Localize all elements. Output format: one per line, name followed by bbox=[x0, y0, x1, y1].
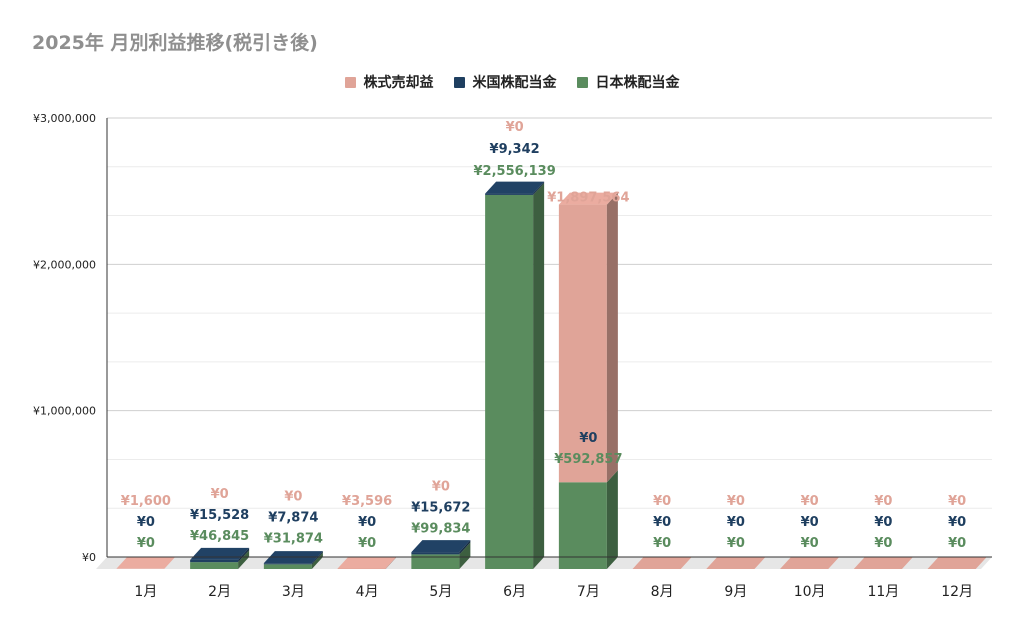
bar-side bbox=[311, 551, 323, 565]
data-label: ¥0 bbox=[358, 515, 376, 530]
data-label: ¥0 bbox=[727, 536, 745, 551]
bar-side bbox=[238, 547, 250, 563]
data-label: ¥0 bbox=[506, 120, 524, 135]
x-category-label: 9月 bbox=[724, 584, 747, 600]
bar-top-empty bbox=[632, 557, 692, 569]
bar-top bbox=[411, 540, 471, 553]
bar-segment bbox=[485, 193, 534, 195]
bar-segment bbox=[190, 562, 239, 569]
legend-item: 株式売却益 bbox=[344, 72, 434, 92]
data-label: ¥0 bbox=[801, 515, 819, 530]
legend-label: 日本株配当金 bbox=[595, 75, 680, 91]
data-label: ¥0 bbox=[284, 489, 302, 504]
bar-side bbox=[238, 550, 250, 569]
legend-swatch bbox=[576, 76, 588, 88]
bar-top bbox=[337, 556, 397, 569]
bar-side bbox=[459, 542, 471, 569]
bar-top-empty bbox=[780, 557, 840, 569]
x-category-label: 7月 bbox=[577, 584, 600, 600]
y-tick-label: ¥0 bbox=[82, 551, 96, 564]
x-category-label: 11月 bbox=[867, 584, 899, 600]
x-category-label: 1月 bbox=[134, 584, 157, 600]
data-label: ¥0 bbox=[874, 536, 892, 551]
legend-swatch bbox=[344, 76, 356, 88]
chart-legend: 株式売却益 米国株配当金 日本株配当金 bbox=[0, 72, 1024, 92]
data-label: ¥9,342 bbox=[490, 142, 540, 157]
legend-label: 米国株配当金 bbox=[472, 75, 557, 91]
data-label: ¥0 bbox=[801, 494, 819, 509]
data-label: ¥0 bbox=[579, 431, 597, 446]
data-label: ¥0 bbox=[211, 487, 229, 502]
bar-side bbox=[533, 181, 545, 195]
bar-segment bbox=[263, 563, 312, 565]
y-tick-label: ¥2,000,000 bbox=[33, 258, 96, 271]
bar-side bbox=[385, 556, 397, 569]
bar-segment bbox=[411, 554, 460, 569]
data-label: ¥0 bbox=[653, 515, 671, 530]
bar-segment bbox=[337, 568, 386, 569]
legend-item: 日本株配当金 bbox=[576, 72, 680, 92]
x-category-label: 5月 bbox=[429, 584, 452, 600]
data-label: ¥0 bbox=[727, 515, 745, 530]
legend-swatch bbox=[453, 76, 465, 88]
bar-top-empty bbox=[853, 557, 913, 569]
data-label: ¥3,596 bbox=[342, 494, 392, 509]
data-label: ¥0 bbox=[727, 494, 745, 509]
bar-top-empty bbox=[927, 557, 987, 569]
data-label: ¥99,834 bbox=[411, 521, 470, 536]
data-label: ¥0 bbox=[137, 536, 155, 551]
x-category-label: 8月 bbox=[651, 584, 674, 600]
data-label: ¥31,874 bbox=[264, 531, 323, 546]
bar-top bbox=[485, 181, 545, 194]
x-category-label: 2月 bbox=[208, 584, 231, 600]
data-label: ¥7,874 bbox=[268, 510, 318, 525]
bar-segment bbox=[558, 204, 607, 483]
bar-top bbox=[558, 192, 618, 205]
bar-side bbox=[606, 470, 618, 569]
data-label: ¥0 bbox=[653, 494, 671, 509]
bar-segment bbox=[190, 559, 239, 563]
bar-side bbox=[459, 540, 471, 555]
data-label: ¥2,556,139 bbox=[474, 164, 556, 179]
y-tick-label: ¥1,000,000 bbox=[33, 405, 96, 418]
bar-top bbox=[116, 556, 176, 569]
data-label: ¥46,845 bbox=[190, 529, 249, 544]
legend-item: 米国株配当金 bbox=[453, 72, 557, 92]
data-label: ¥0 bbox=[432, 479, 450, 494]
data-label: ¥0 bbox=[948, 536, 966, 551]
data-label: ¥0 bbox=[358, 536, 376, 551]
data-label: ¥592,857 bbox=[554, 452, 622, 467]
x-category-label: 10月 bbox=[794, 584, 826, 600]
bar-top-empty bbox=[706, 557, 766, 569]
legend-label: 株式売却益 bbox=[363, 75, 434, 91]
bar-side bbox=[606, 192, 618, 483]
data-label: ¥1,600 bbox=[121, 494, 171, 509]
bar-segment bbox=[558, 482, 607, 569]
bar-segment bbox=[263, 564, 312, 569]
data-label: ¥0 bbox=[137, 515, 155, 530]
x-category-label: 6月 bbox=[503, 584, 526, 600]
bar-segment bbox=[485, 194, 534, 569]
data-label: ¥15,672 bbox=[411, 500, 470, 515]
data-label: ¥0 bbox=[874, 515, 892, 530]
data-label: ¥0 bbox=[948, 494, 966, 509]
data-label: ¥0 bbox=[801, 536, 819, 551]
chart-title: 2025年 月別利益推移(税引き後) bbox=[32, 32, 318, 54]
data-label: ¥0 bbox=[948, 515, 966, 530]
data-label: ¥15,528 bbox=[190, 508, 249, 523]
bar-side bbox=[533, 182, 545, 569]
x-category-label: 12月 bbox=[941, 584, 973, 600]
data-label: ¥0 bbox=[653, 536, 671, 551]
y-tick-label: ¥3,000,000 bbox=[33, 112, 96, 125]
bar-segment bbox=[411, 552, 460, 555]
x-category-label: 4月 bbox=[356, 584, 379, 600]
data-label: ¥1,897,564 bbox=[547, 191, 629, 206]
x-category-label: 3月 bbox=[282, 584, 305, 600]
data-label: ¥0 bbox=[874, 494, 892, 509]
